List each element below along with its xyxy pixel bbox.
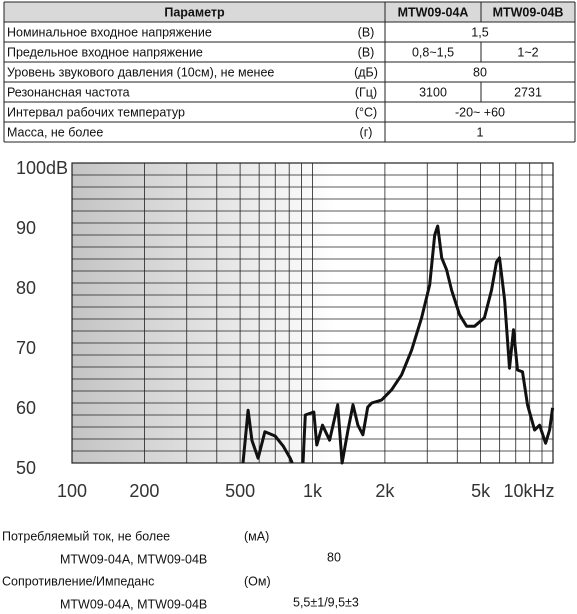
param-name: Номинальное входное напряжение	[7, 25, 212, 39]
plot-frame	[71, 162, 554, 464]
spec-name: Сопротивление/Импеданс	[2, 574, 154, 588]
spec-models: MTW09-04A, MTW09-04B	[60, 552, 207, 566]
param-value: 0,8~1,5	[412, 45, 454, 59]
x-tick-label: 5k	[471, 481, 491, 501]
y-tick-label: 100dB	[16, 158, 68, 178]
response-curve	[241, 224, 555, 465]
spec-value: 5,5±1/9,5±3	[293, 595, 359, 609]
param-value: -20~ +60	[455, 105, 505, 119]
y-tick-label: 90	[16, 218, 36, 238]
spec-unit: (Ом)	[244, 574, 271, 588]
y-tick-label: 50	[16, 458, 36, 478]
param-value: 2731	[514, 85, 542, 99]
spec-unit: (мА)	[244, 529, 269, 543]
x-tick-label: 100	[57, 481, 87, 501]
param-value: 1	[477, 125, 484, 139]
param-unit: (г)	[360, 125, 373, 139]
spec-name: Потребляемый ток, не более	[2, 529, 170, 543]
spec-value: 80	[327, 550, 341, 564]
y-tick-label: 70	[16, 338, 36, 358]
param-value: 1~2	[517, 45, 538, 59]
y-tick-label: 80	[16, 278, 36, 298]
param-unit: (дБ)	[354, 65, 378, 79]
param-name: Уровень звукового давления (10см), не ме…	[7, 65, 274, 79]
param-value: 80	[473, 65, 487, 79]
param-name: Интервал рабочих температур	[7, 105, 185, 119]
x-tick-label: 2k	[375, 481, 395, 501]
param-unit: (В)	[358, 25, 375, 39]
param-unit: (В)	[358, 45, 375, 59]
x-tick-label: 500	[225, 481, 255, 501]
table-header-cell: MTW09-04B	[493, 5, 564, 19]
table-header-cell: Параметр	[164, 5, 225, 19]
x-tick-label: 10kHz	[503, 481, 554, 501]
param-unit: (Гц)	[355, 85, 377, 99]
param-name: Резонансная частота	[7, 85, 130, 99]
table-header-bg	[4, 2, 575, 22]
param-unit: (°C)	[355, 105, 377, 119]
x-tick-label: 200	[129, 481, 159, 501]
param-name: Масса, не более	[7, 125, 103, 139]
param-name: Предельное входное напряжение	[7, 45, 203, 59]
table-header-cell: MTW09-04A	[398, 5, 469, 19]
param-value: 3100	[419, 85, 447, 99]
param-value: 1,5	[471, 25, 488, 39]
y-tick-label: 60	[16, 398, 36, 418]
x-tick-label: 1k	[303, 481, 323, 501]
spec-models: MTW09-04A, MTW09-04B	[60, 597, 207, 611]
